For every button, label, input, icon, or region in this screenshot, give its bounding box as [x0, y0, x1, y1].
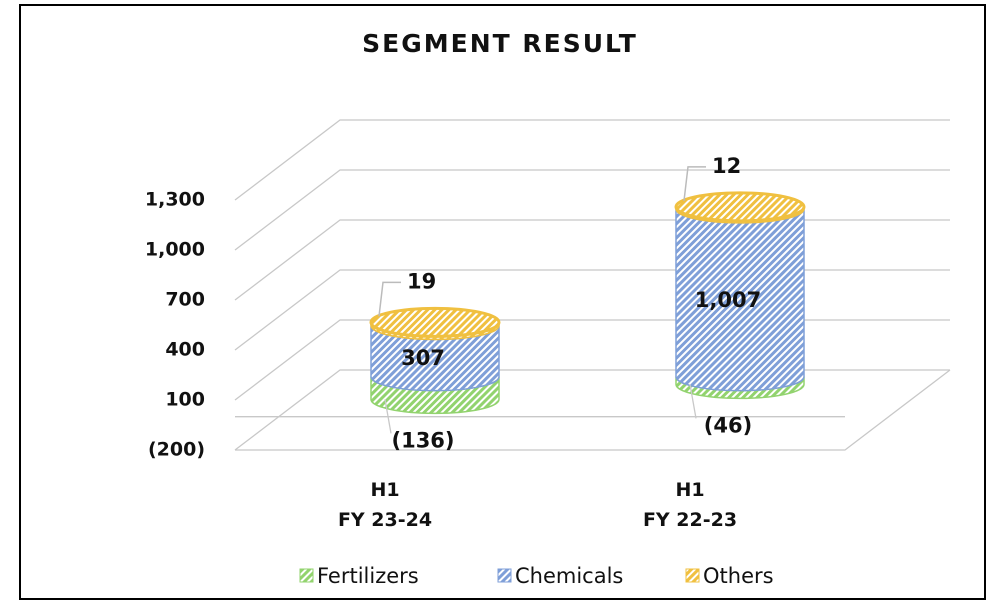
y-tick-label: 100 [165, 389, 205, 411]
chart-title: SEGMENT RESULT [362, 29, 638, 58]
y-tick-label: 1,300 [145, 189, 205, 211]
y-tick-label: 700 [165, 289, 205, 311]
data-label: 19 [407, 269, 436, 293]
leader-line [378, 281, 401, 317]
leader-line [683, 166, 706, 201]
chart-border [19, 4, 986, 600]
data-label: 307 [401, 346, 445, 370]
legend-swatch [685, 568, 700, 583]
grid-line [234, 169, 950, 251]
y-tick-label: 1,000 [145, 239, 205, 261]
x-tick-label: H1 FY 23-24 [338, 479, 432, 531]
legend-swatch [299, 568, 314, 583]
data-label: 12 [712, 154, 741, 178]
cylinder-top [369, 306, 501, 338]
legend-label: Fertilizers [317, 564, 419, 588]
y-tick-label: (200) [148, 439, 205, 461]
data-label: 1,007 [695, 288, 761, 312]
data-label: (136) [391, 428, 454, 452]
leader-line [689, 384, 697, 419]
data-label: (46) [704, 413, 752, 437]
legend-label: Others [703, 564, 774, 588]
grid-line [234, 119, 950, 201]
cylinder-top [674, 191, 806, 223]
leader-line [384, 399, 392, 434]
legend-swatch [497, 568, 512, 583]
legend-label: Chemicals [515, 564, 623, 588]
y-tick-label: 400 [165, 339, 205, 361]
x-tick-label: H1 FY 22-23 [643, 479, 737, 531]
floor [235, 369, 951, 451]
